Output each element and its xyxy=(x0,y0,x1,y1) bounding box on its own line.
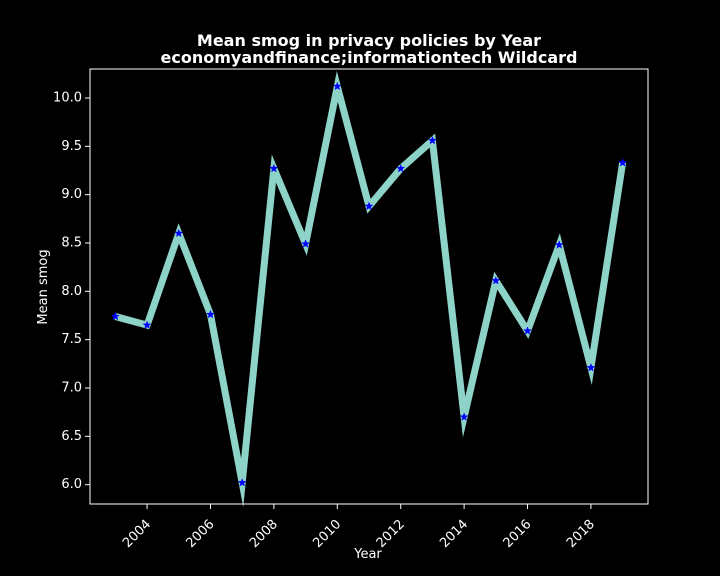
data-point-marker xyxy=(618,158,628,167)
data-point-marker xyxy=(364,201,374,211)
data-point-marker xyxy=(206,309,215,319)
y-tick-label: 10.0 xyxy=(53,91,82,106)
data-point-marker xyxy=(459,412,469,421)
y-tick-label: 6.0 xyxy=(61,477,82,492)
chart-title: Mean smog in privacy policies by Year xyxy=(197,31,541,50)
data-point-marker xyxy=(301,239,311,248)
plot-frame xyxy=(89,68,649,505)
x-axis-label: Year xyxy=(353,547,382,562)
data-point-marker xyxy=(332,81,342,91)
data-point-marker xyxy=(142,320,152,329)
y-tick-label: 9.0 xyxy=(61,187,82,202)
y-tick-label: 7.0 xyxy=(61,381,82,396)
y-tick-label: 9.5 xyxy=(61,139,82,154)
data-point-marker xyxy=(237,478,247,487)
plot-layer xyxy=(110,70,628,508)
y-tick-label: 7.5 xyxy=(61,332,82,347)
chart-subtitle: economyandfinance;informationtech Wildca… xyxy=(161,48,578,67)
y-axis-label: Mean smog xyxy=(36,249,51,324)
data-point-marker xyxy=(586,362,596,372)
data-point-marker xyxy=(110,311,120,321)
y-tick-label: 8.0 xyxy=(61,284,82,299)
data-point-marker xyxy=(427,135,437,145)
y-tick-label: 8.5 xyxy=(61,236,82,251)
data-point-marker xyxy=(523,326,532,335)
data-point-marker xyxy=(269,163,279,173)
data-point-marker xyxy=(174,228,184,238)
y-tick-label: 6.5 xyxy=(61,429,82,444)
data-point-marker xyxy=(396,163,406,173)
data-point-marker xyxy=(491,275,501,285)
data-point-marker xyxy=(554,240,564,249)
